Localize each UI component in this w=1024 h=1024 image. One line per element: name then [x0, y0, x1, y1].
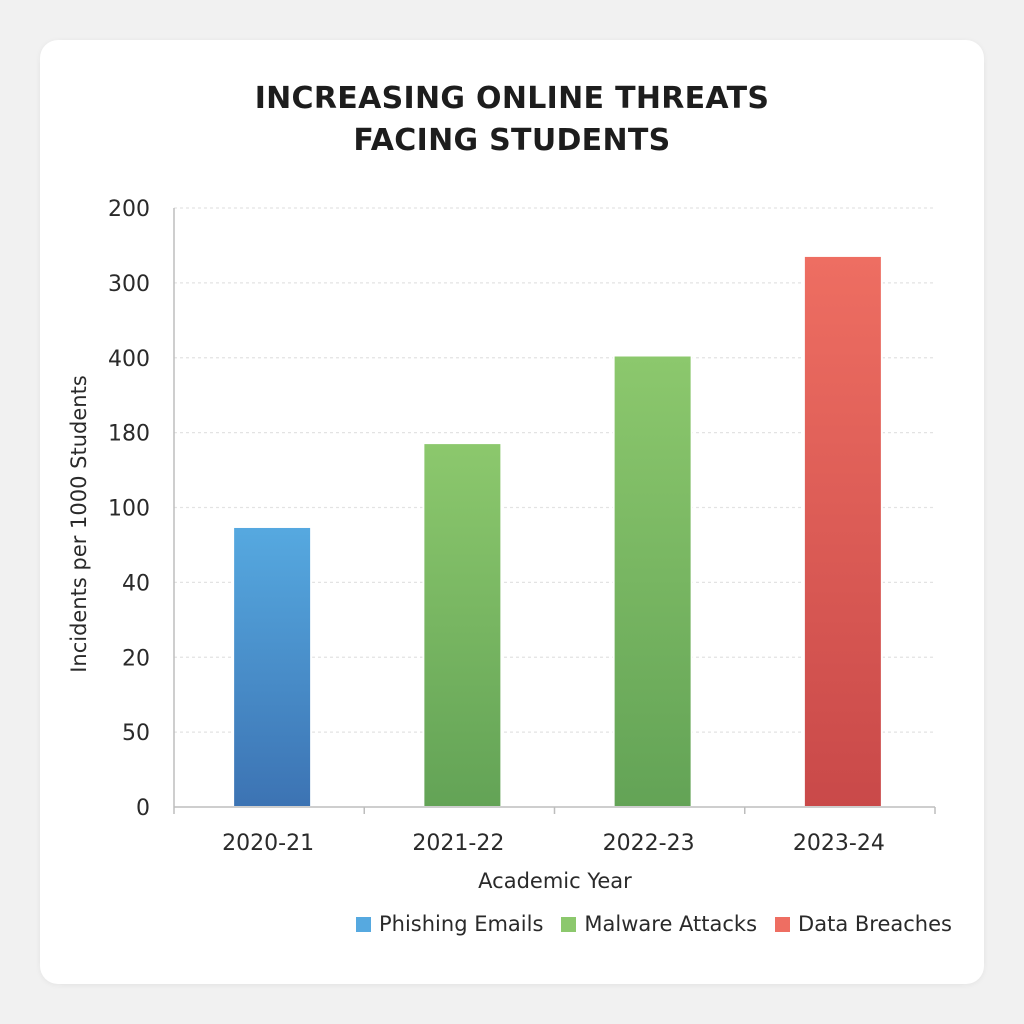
y-tick-label: 180 — [108, 422, 150, 447]
legend-swatch — [561, 916, 577, 932]
y-tick-label: 200 — [108, 197, 150, 222]
x-tick-label: 2022-23 — [603, 831, 695, 856]
y-tick-labels: 0 50 20 40 100 180 400 300 200 — [108, 197, 150, 821]
legend-label: Data Breaches — [798, 912, 952, 936]
axes — [173, 208, 936, 814]
y-tick-label: 400 — [108, 347, 150, 372]
bar-2021-22 — [422, 442, 503, 808]
legend-item: Phishing Emails — [356, 912, 543, 936]
y-tick-label: 0 — [136, 796, 150, 821]
x-tick-label: 2021-22 — [412, 831, 504, 856]
legend-item: Malware Attacks — [561, 912, 757, 936]
legend-label: Malware Attacks — [584, 912, 758, 936]
x-tick-label: 2023-24 — [793, 831, 885, 856]
y-tick-label: 100 — [108, 497, 150, 522]
bar-2023-24 — [802, 254, 883, 809]
y-axis-title: Incidents per 1000 Students — [67, 375, 91, 673]
x-axis-title: Academic Year — [478, 869, 632, 893]
legend-label: Phishing Emails — [379, 912, 544, 936]
legend-swatch — [775, 916, 791, 932]
legend-item: Data Breaches — [775, 912, 952, 936]
bar-2020-21 — [232, 525, 313, 809]
chart-title-line-1: INCREASING ONLINE THREATS — [254, 81, 770, 116]
y-tick-label: 300 — [108, 272, 150, 297]
legend: Phishing Emails Malware Attacks Data Breac… — [356, 912, 952, 936]
x-tick-label: 2020-21 — [222, 831, 314, 856]
chart-title: INCREASING ONLINE THREATS FACING STUDENT… — [40, 78, 984, 162]
chart-title-line-2: FACING STUDENTS — [353, 123, 671, 158]
y-tick-label: 20 — [122, 646, 150, 671]
y-tick-label: 50 — [122, 721, 150, 746]
bar-2022-23 — [612, 354, 693, 808]
bars — [232, 254, 883, 809]
x-tick-labels: 2020-21 2021-22 2022-23 2023-24 — [222, 831, 885, 856]
legend-swatch — [356, 916, 371, 932]
y-tick-label: 40 — [122, 571, 150, 596]
